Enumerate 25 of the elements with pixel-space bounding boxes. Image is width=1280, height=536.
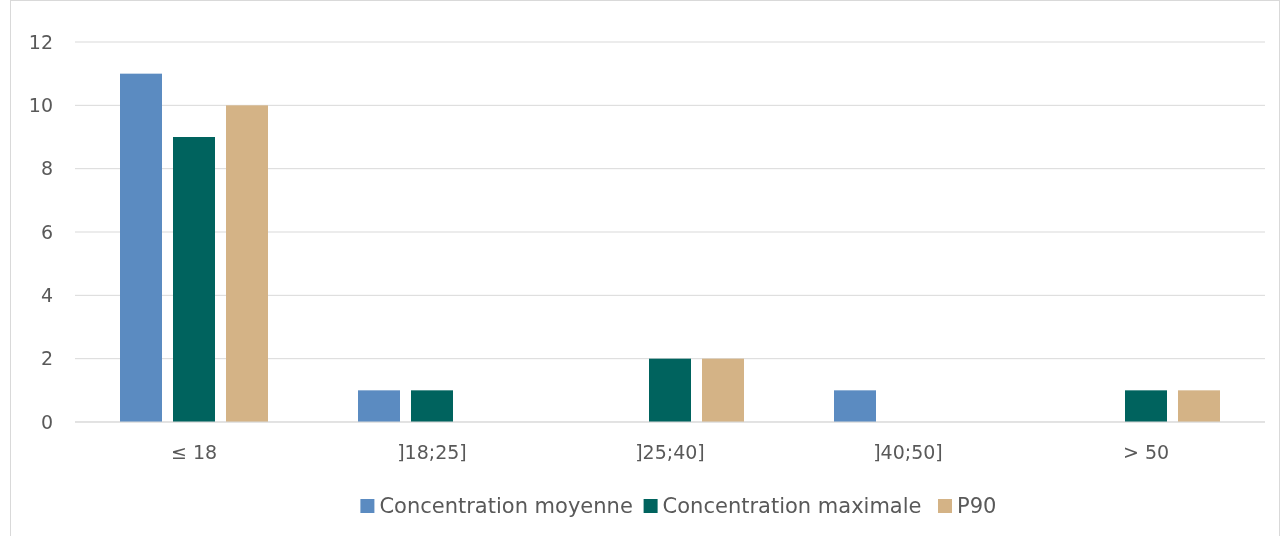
bar — [173, 137, 215, 422]
bar — [1178, 390, 1220, 422]
x-tick-label: > 50 — [1122, 441, 1170, 463]
bar — [834, 390, 876, 422]
legend-label: P90 — [957, 494, 997, 519]
bar — [411, 390, 453, 422]
x-tick-label: ]40;50] — [873, 441, 943, 463]
bar — [226, 105, 268, 422]
y-tick-label: 10 — [28, 93, 53, 116]
y-tick-label: 12 — [28, 30, 53, 53]
legend-label: Concentration moyenne — [379, 494, 633, 519]
bar — [649, 358, 691, 422]
y-tick-label: 0 — [40, 410, 53, 433]
y-tick-label: 8 — [40, 157, 53, 180]
x-tick-label: ]25;40] — [635, 441, 705, 463]
y-tick-label: 6 — [40, 220, 53, 243]
x-tick-label: ]18;25] — [397, 441, 467, 463]
legend-label: Concentration maximale — [662, 494, 922, 519]
bar — [358, 390, 400, 422]
x-tick-label: ≤ 18 — [170, 441, 218, 463]
bar — [120, 73, 162, 422]
y-tick-label: 2 — [40, 347, 53, 370]
bar — [702, 358, 744, 422]
bar — [1125, 390, 1167, 422]
y-tick-label: 4 — [40, 283, 53, 306]
